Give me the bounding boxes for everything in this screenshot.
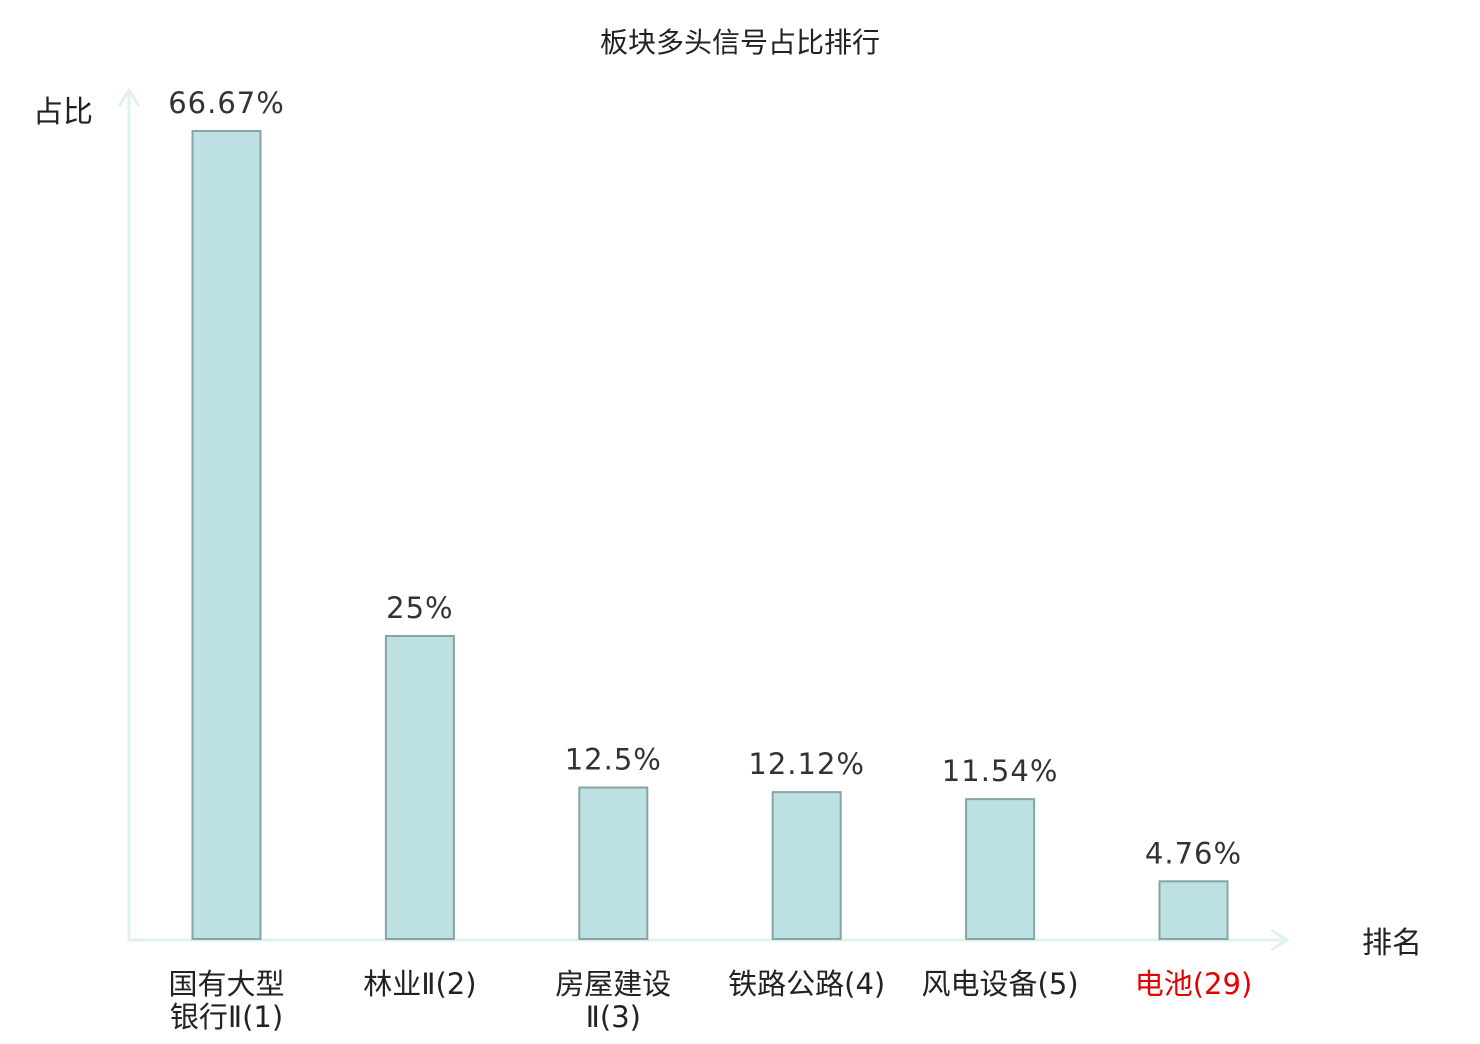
x-tick-label: 铁路公路(4)	[728, 967, 885, 1001]
data-label: 25%	[386, 591, 453, 625]
data-label: 4.76%	[1145, 836, 1242, 870]
y-axis-label: 占比	[33, 95, 93, 130]
x-tick-label-line: 银行Ⅱ(1)	[170, 1000, 283, 1034]
x-tick-label: 林业Ⅱ(2)	[363, 967, 476, 1001]
bar	[384, 635, 455, 940]
bar	[1158, 880, 1229, 941]
x-axis-arrow	[1270, 928, 1290, 952]
x-tick-label-line: 林业Ⅱ(2)	[363, 967, 476, 1001]
axes	[117, 87, 1290, 952]
x-tick-label-line: Ⅱ(3)	[586, 1000, 641, 1034]
x-tick-label-line: 电池(29)	[1135, 967, 1253, 1001]
data-label: 12.5%	[565, 743, 662, 777]
chart-title: 板块多头信号占比排行	[600, 26, 880, 59]
value-labels-group: 66.67% 25% 12.5% 12.12% 11.54% 4.76%	[168, 86, 1242, 870]
data-label: 66.67%	[168, 86, 285, 120]
x-tick-label: 国有大型银行Ⅱ(1)	[168, 967, 284, 1034]
x-tick-label-line: 国有大型	[168, 967, 284, 1001]
data-label: 12.12%	[748, 747, 865, 781]
category-labels-group: 国有大型银行Ⅱ(1) 林业Ⅱ(2) 房屋建设 Ⅱ(3) 铁路公路(4) 风电设备(5) 电池…	[168, 967, 1252, 1034]
x-axis-label: 排名	[1362, 926, 1422, 961]
bar	[578, 786, 649, 940]
y-axis-arrow	[117, 87, 141, 107]
x-tick-label-line: 风电设备(5)	[922, 967, 1079, 1001]
x-tick-label: 电池(29)	[1135, 967, 1253, 1001]
x-tick-label: 风电设备(5)	[922, 967, 1079, 1001]
x-tick-label-line: 铁路公路(4)	[728, 967, 885, 1001]
bar	[771, 791, 842, 940]
x-tick-label-line: 房屋建设	[555, 967, 671, 1001]
data-label: 11.54%	[942, 754, 1059, 788]
bar	[191, 130, 262, 940]
x-tick-label: 房屋建设 Ⅱ(3)	[555, 967, 671, 1034]
bars-group	[191, 130, 1229, 941]
bar	[965, 798, 1036, 941]
